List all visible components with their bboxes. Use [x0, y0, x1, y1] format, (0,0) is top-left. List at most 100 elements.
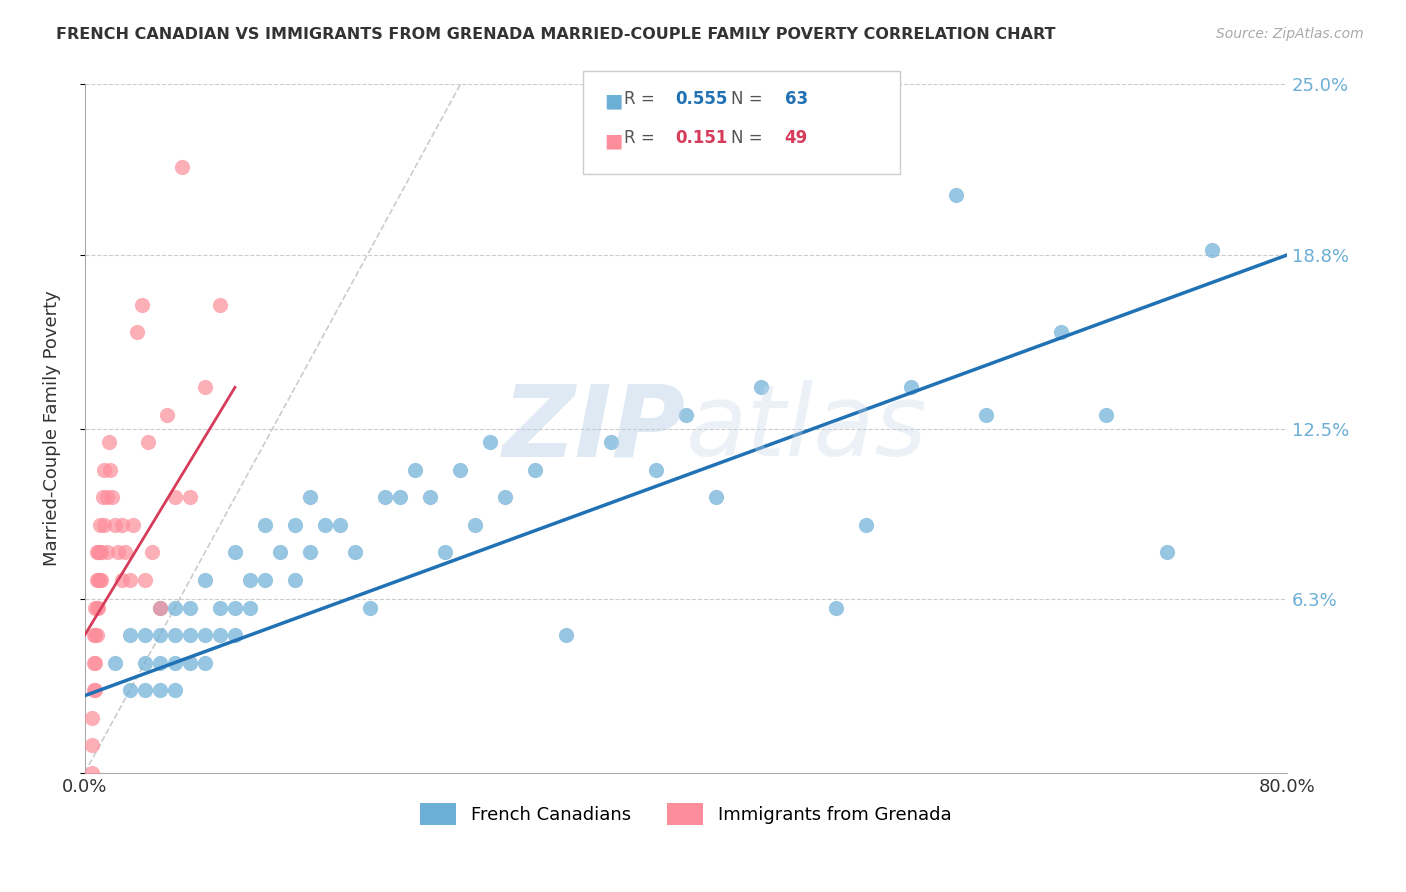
Point: [149, 600, 172, 615]
Text: N =: N =: [731, 129, 762, 147]
Point: [87, 600, 110, 615]
Point: [107, 545, 129, 559]
Point: [945, 187, 967, 202]
Text: R =: R =: [624, 90, 655, 108]
Point: [84, 600, 107, 615]
Point: [299, 545, 322, 559]
Point: [111, 573, 134, 587]
Point: [149, 628, 172, 642]
Point: [464, 518, 486, 533]
Point: [163, 628, 186, 642]
Text: 63: 63: [785, 90, 807, 108]
Point: [1095, 408, 1118, 422]
Text: atlas: atlas: [686, 380, 928, 477]
Point: [163, 491, 186, 505]
Point: [208, 298, 231, 312]
Point: [1201, 243, 1223, 257]
Point: [83, 683, 105, 698]
Point: [100, 491, 122, 505]
Point: [141, 545, 163, 559]
Point: [163, 683, 186, 698]
Point: [179, 628, 201, 642]
Text: ZIP: ZIP: [503, 380, 686, 477]
Point: [179, 491, 201, 505]
Text: FRENCH CANADIAN VS IMMIGRANTS FROM GRENADA MARRIED-COUPLE FAMILY POVERTY CORRELA: FRENCH CANADIAN VS IMMIGRANTS FROM GRENA…: [56, 27, 1056, 42]
Point: [163, 656, 186, 670]
Point: [111, 518, 134, 533]
Point: [131, 298, 153, 312]
Point: [97, 435, 120, 450]
Point: [389, 491, 412, 505]
Point: [84, 683, 107, 698]
Point: [89, 545, 111, 559]
Point: [419, 491, 441, 505]
Point: [825, 600, 848, 615]
Point: [194, 656, 217, 670]
Text: 49: 49: [785, 129, 808, 147]
Point: [704, 491, 727, 505]
Point: [314, 518, 336, 533]
Point: [900, 380, 922, 394]
Point: [494, 491, 516, 505]
Point: [224, 545, 246, 559]
Text: ■: ■: [605, 131, 623, 150]
Point: [82, 765, 104, 780]
Point: [239, 573, 262, 587]
Point: [136, 435, 159, 450]
Point: [89, 573, 111, 587]
Point: [86, 545, 108, 559]
Text: 0.151: 0.151: [675, 129, 727, 147]
Point: [86, 628, 108, 642]
Point: [208, 600, 231, 615]
Point: [93, 518, 115, 533]
Point: [1156, 545, 1178, 559]
Point: [84, 656, 107, 670]
Point: [554, 628, 576, 642]
Point: [134, 628, 156, 642]
Point: [149, 683, 172, 698]
Point: [86, 573, 108, 587]
Point: [118, 573, 141, 587]
Point: [224, 628, 246, 642]
Point: [118, 683, 141, 698]
Text: N =: N =: [731, 90, 762, 108]
Point: [253, 573, 276, 587]
Text: R =: R =: [624, 129, 655, 147]
Point: [224, 600, 246, 615]
Point: [87, 573, 110, 587]
Point: [329, 518, 352, 533]
Point: [104, 656, 127, 670]
Point: [208, 628, 231, 642]
Point: [121, 518, 143, 533]
Point: [90, 573, 112, 587]
Point: [675, 408, 697, 422]
Point: [434, 545, 457, 559]
Point: [284, 518, 307, 533]
Point: [194, 628, 217, 642]
Point: [96, 491, 118, 505]
Point: [479, 435, 502, 450]
Point: [404, 463, 426, 477]
Text: ■: ■: [605, 92, 623, 111]
Point: [239, 600, 262, 615]
Point: [134, 683, 156, 698]
Point: [83, 656, 105, 670]
Point: [90, 545, 112, 559]
Point: [84, 628, 107, 642]
Point: [82, 711, 104, 725]
Point: [855, 518, 877, 533]
Point: [599, 435, 621, 450]
Point: [359, 600, 381, 615]
Point: [96, 545, 118, 559]
Point: [86, 600, 108, 615]
Text: 0.555: 0.555: [675, 90, 727, 108]
Point: [134, 656, 156, 670]
Point: [194, 573, 217, 587]
Point: [299, 491, 322, 505]
Point: [98, 463, 121, 477]
Point: [91, 491, 114, 505]
Point: [156, 408, 179, 422]
Point: [104, 518, 127, 533]
Point: [374, 491, 396, 505]
Text: Source: ZipAtlas.com: Source: ZipAtlas.com: [1216, 27, 1364, 41]
